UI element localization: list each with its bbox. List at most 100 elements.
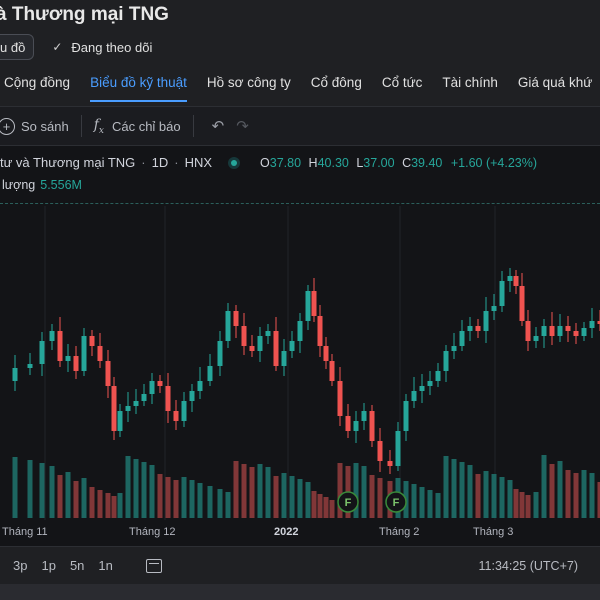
chart-chip-button[interactable]: u đồ: [0, 34, 35, 60]
volume-bar: [411, 484, 417, 518]
chart-toolbar: + So sánh fx Các chỉ báo ↶ ↷: [0, 106, 600, 146]
candle-body: [181, 401, 187, 421]
volume-bar: [549, 464, 555, 518]
tab-community[interactable]: Cộng đồng: [4, 74, 71, 90]
range-5d-button[interactable]: 5n: [69, 558, 85, 573]
event-marker-label: F: [345, 497, 352, 509]
volume-label: lượng: [2, 178, 36, 192]
volume-bar: [467, 465, 473, 518]
candle-body: [589, 321, 595, 328]
range-1m-button[interactable]: 1p: [41, 558, 56, 573]
candle-body: [49, 331, 55, 341]
volume-bar: [323, 497, 329, 518]
candle-body: [81, 336, 87, 371]
compare-button[interactable]: + So sánh: [0, 106, 69, 146]
change-value: +1.60 (+4.23%): [450, 155, 538, 170]
candle-body: [57, 331, 63, 361]
candle-body: [411, 391, 417, 401]
volume-bar: [105, 493, 111, 518]
time-axis-label: Tháng 3: [473, 526, 514, 538]
volume-bar: [297, 479, 303, 518]
volume-bar: [73, 481, 79, 518]
volume-bar: [573, 473, 579, 518]
volume-bar: [483, 471, 489, 518]
volume-bar: [27, 460, 33, 518]
tab-technical-chart[interactable]: Biểu đồ kỹ thuật: [80, 62, 197, 102]
tab-price-history[interactable]: Giá quá khứ: [517, 74, 593, 90]
candle-body: [73, 356, 79, 371]
redo-icon[interactable]: ↷: [236, 118, 249, 135]
candle-body: [197, 381, 203, 391]
volume-bar: [189, 480, 195, 518]
volume-bar: [111, 496, 117, 518]
volume-bar: [435, 493, 441, 518]
volume-bar: [217, 489, 223, 518]
candle-body: [403, 401, 409, 431]
candle-body: [361, 411, 367, 421]
volume-bar: [165, 477, 171, 518]
range-3m-button[interactable]: 3p: [13, 558, 28, 573]
candle-body: [165, 386, 171, 411]
tab-financials[interactable]: Tài chính: [442, 74, 498, 90]
candle-body: [281, 351, 287, 366]
candle-body: [467, 326, 473, 331]
candle-body: [525, 321, 531, 341]
volume-bar: [197, 483, 203, 518]
range-1d-button[interactable]: 1n: [98, 558, 113, 573]
candle-body: [133, 401, 139, 406]
volume-bar: [565, 470, 571, 518]
volume-bar: [369, 475, 375, 518]
volume-bar: [49, 466, 55, 518]
candle-body: [257, 336, 263, 351]
candle-body: [519, 286, 525, 321]
volume-bar: [541, 455, 547, 518]
candle-body: [533, 336, 539, 341]
volume-bar: [557, 461, 563, 518]
tab-bar: Cộng đồng Biểu đồ kỹ thuật Hồ sơ công ty…: [0, 62, 600, 102]
high-value: 40.30: [317, 155, 349, 170]
tab-dividends[interactable]: Cổ tức: [381, 74, 423, 90]
candle-body: [557, 326, 563, 336]
candle-body: [149, 381, 155, 394]
volume-bar: [125, 456, 131, 518]
follow-button[interactable]: ✓ Đang theo dõi: [52, 40, 152, 55]
undo-icon[interactable]: ↶: [211, 118, 225, 135]
candle-body: [395, 431, 401, 466]
volume-bar: [133, 459, 139, 518]
toolbar-divider: [80, 115, 82, 137]
volume-bar: [249, 467, 255, 518]
candle-body: [317, 316, 323, 346]
candle-body: [475, 326, 481, 331]
market-status-icon: [228, 156, 241, 169]
volume-bar: [305, 482, 311, 518]
candle-body: [491, 306, 497, 311]
candle-body: [597, 321, 600, 324]
candle-body: [507, 276, 513, 281]
volume-bar: [459, 462, 465, 518]
tab-company-profile[interactable]: Hồ sơ công ty: [206, 74, 291, 90]
interval-label[interactable]: 1D: [151, 155, 169, 170]
clock-readout: 11:34:25 (UTC+7): [478, 558, 578, 573]
volume-bar: [311, 491, 317, 518]
candle-body: [289, 341, 295, 351]
candle-body: [207, 366, 213, 381]
calendar-icon[interactable]: [145, 558, 162, 573]
candle-body: [419, 386, 425, 391]
candle-body: [141, 394, 147, 401]
tab-shareholders[interactable]: Cổ đông: [310, 74, 362, 90]
volume-bar: [157, 474, 163, 518]
volume-bar: [241, 464, 247, 518]
close-value: 39.40: [411, 155, 443, 170]
time-axis-label: Tháng 2: [379, 526, 420, 538]
symbol-legend: tư và Thương mại TNG · 1D · HNX O37.80 H…: [0, 155, 538, 170]
fx-icon: fx: [93, 116, 104, 136]
indicators-button[interactable]: fx Các chỉ báo: [94, 106, 181, 146]
volume-bar: [81, 478, 87, 518]
candle-body: [513, 276, 519, 286]
volume-bar: [97, 490, 103, 518]
candle-body: [565, 326, 571, 331]
volume-bar: [451, 459, 457, 518]
volume-bar: [12, 457, 18, 518]
